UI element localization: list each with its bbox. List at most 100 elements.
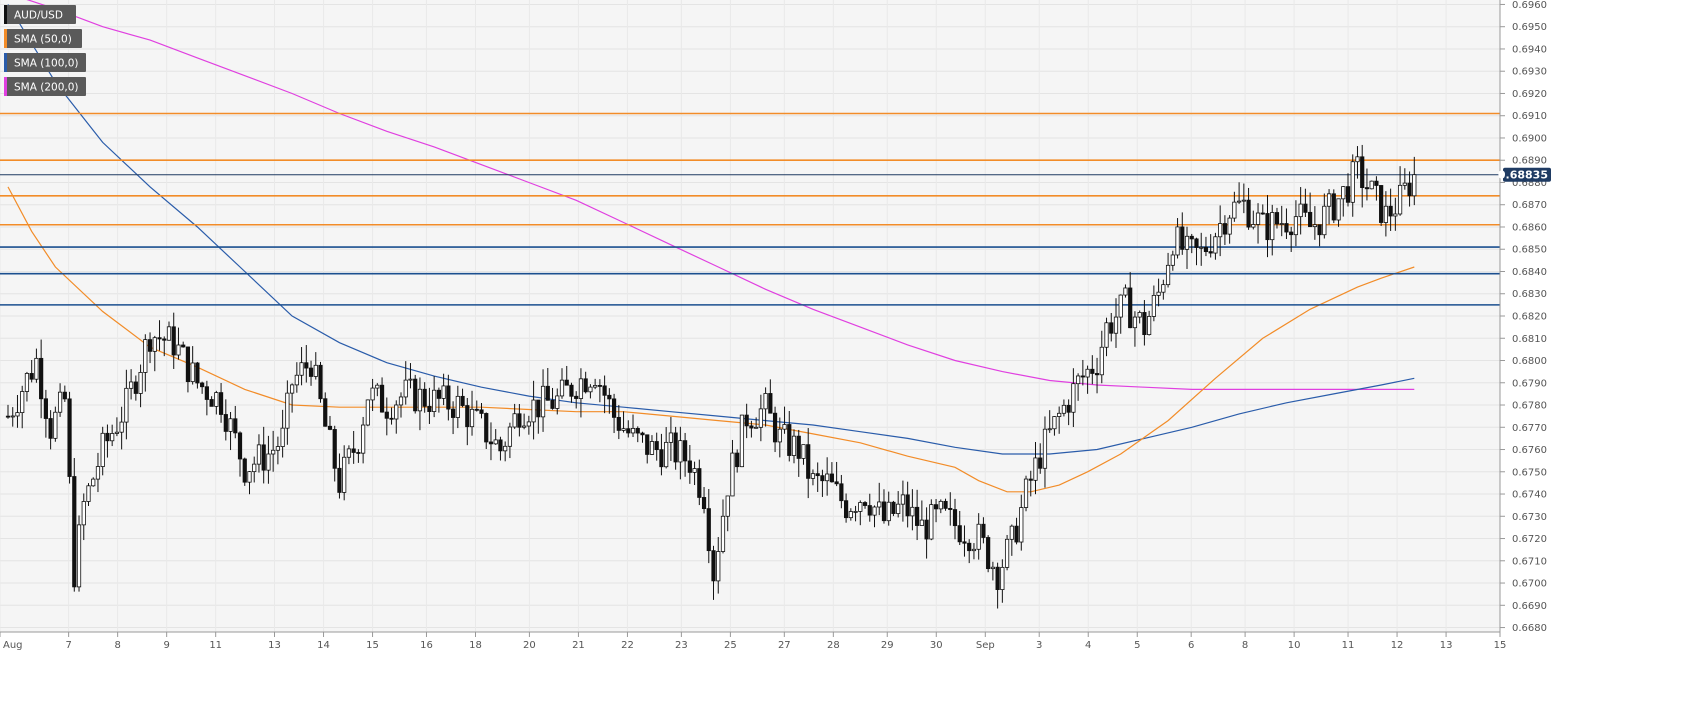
- candle: [881, 489, 887, 524]
- candle: [389, 407, 394, 425]
- candle: [1047, 410, 1052, 433]
- candle: [522, 413, 527, 430]
- candle-body-up: [20, 391, 25, 414]
- candle-body-down: [1308, 211, 1313, 228]
- x-tick-label: 11: [209, 640, 222, 651]
- candle: [621, 411, 626, 433]
- candle: [147, 332, 153, 364]
- candle-body-down: [915, 506, 920, 526]
- x-tick-label: 14: [317, 640, 330, 651]
- candle: [72, 457, 77, 592]
- candle: [659, 433, 664, 476]
- candle-body-up: [24, 373, 30, 392]
- candle-body-up: [176, 344, 181, 356]
- candle: [1142, 300, 1147, 346]
- candle: [129, 369, 134, 400]
- legend-item[interactable]: SMA (100,0): [4, 53, 86, 72]
- candle: [337, 453, 342, 499]
- y-tick-label: 0.6780: [1512, 401, 1547, 412]
- candle-body-down: [545, 385, 550, 401]
- candle: [285, 380, 290, 445]
- candle: [517, 403, 522, 437]
- y-tick-label: 0.6900: [1512, 133, 1547, 144]
- candle-body-up: [1279, 223, 1284, 225]
- candle: [469, 390, 475, 436]
- legend-item[interactable]: SMA (200,0): [4, 77, 86, 96]
- y-tick-label: 0.6910: [1512, 111, 1547, 122]
- candle: [1189, 233, 1194, 254]
- candle-body-up: [777, 428, 782, 443]
- candle-body-up: [1293, 216, 1299, 236]
- candle-body-up: [1123, 287, 1128, 296]
- candle-body-down: [711, 550, 716, 582]
- candle: [384, 397, 389, 436]
- candle: [952, 498, 958, 540]
- candle: [507, 422, 513, 459]
- candle: [938, 499, 943, 514]
- candle-body-up: [1298, 203, 1303, 218]
- candle-body-down: [304, 362, 309, 369]
- legend-box: [4, 29, 82, 48]
- candle: [569, 382, 574, 403]
- candle-body-up: [493, 439, 498, 445]
- candle: [1014, 517, 1019, 545]
- candle-body-up: [791, 435, 797, 456]
- candle-body-up: [15, 412, 20, 417]
- candle-body-up: [247, 471, 252, 483]
- candle-body-up: [938, 500, 943, 510]
- x-tick-label: 9: [163, 640, 169, 651]
- candle: [408, 363, 413, 389]
- candle: [1161, 279, 1166, 300]
- candle-body-down: [242, 458, 247, 483]
- candle-body-down: [1303, 203, 1308, 213]
- candle-body-up: [588, 386, 593, 393]
- legend[interactable]: AUD/USD SMA (50,0) SMA (100,0) SMA (200,0): [4, 5, 86, 96]
- candle: [1004, 534, 1010, 571]
- candle: [512, 403, 517, 429]
- candle: [1341, 186, 1346, 217]
- candle: [545, 367, 550, 401]
- candle-body-up: [214, 392, 219, 407]
- candle-body-up: [1251, 224, 1256, 228]
- candle-body-down: [862, 502, 868, 506]
- candle: [1336, 198, 1341, 227]
- candle: [346, 445, 352, 465]
- candle: [1057, 406, 1062, 434]
- sma-200-line: [26, 0, 1415, 390]
- candle: [76, 515, 82, 592]
- candle: [1118, 294, 1123, 334]
- candle-body-down: [1142, 312, 1147, 336]
- candle-body-down: [905, 494, 910, 517]
- candle: [394, 400, 399, 434]
- candle-body-up: [91, 478, 96, 487]
- legend-item[interactable]: AUD/USD: [4, 5, 76, 24]
- candle: [900, 480, 906, 522]
- candle-body-down: [673, 432, 678, 463]
- y-tick-label: 0.6840: [1512, 267, 1547, 278]
- candle: [465, 397, 470, 446]
- candle: [1038, 443, 1043, 474]
- y-tick-label: 0.6740: [1512, 490, 1547, 501]
- candle: [1360, 144, 1365, 208]
- candle: [929, 499, 934, 541]
- candle: [1066, 399, 1071, 426]
- candle-body-up: [1322, 205, 1327, 236]
- candle: [649, 435, 655, 456]
- candle-body-down: [701, 497, 707, 510]
- x-tick-label: 13: [268, 640, 281, 651]
- candle-body-down: [181, 344, 186, 348]
- legend-label: AUD/USD: [14, 10, 63, 22]
- candle: [1080, 359, 1085, 386]
- candle: [1308, 192, 1313, 228]
- candle-body-up: [342, 456, 347, 493]
- candle-body-down: [839, 483, 844, 502]
- y-tick-label: 0.6950: [1512, 22, 1547, 33]
- candle-body-up: [1019, 507, 1024, 543]
- candle-body-down: [484, 413, 489, 443]
- legend-item[interactable]: SMA (50,0): [4, 29, 82, 48]
- candle-body-down: [843, 500, 849, 519]
- candle: [195, 361, 200, 389]
- candle-body-up: [1004, 538, 1010, 568]
- x-tick-label: 30: [930, 640, 943, 651]
